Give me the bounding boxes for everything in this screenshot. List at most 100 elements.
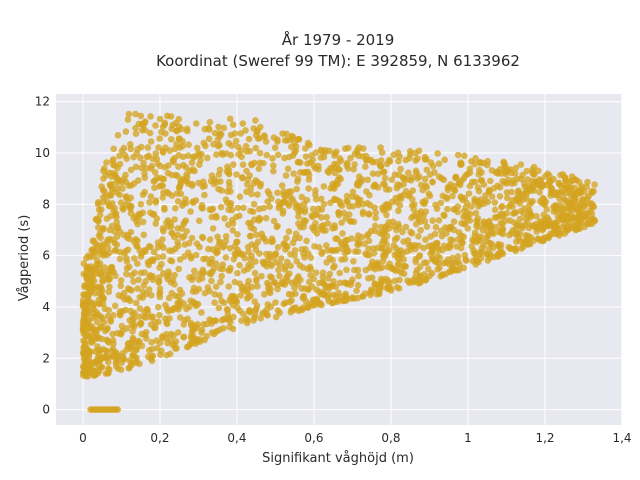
data-point <box>135 313 143 321</box>
data-point <box>304 265 312 273</box>
data-point-zero <box>114 406 121 413</box>
data-point <box>584 195 591 202</box>
data-point <box>542 173 549 180</box>
data-point <box>164 112 171 120</box>
data-point <box>205 245 212 253</box>
data-point <box>434 266 442 273</box>
data-point <box>151 324 158 332</box>
data-point <box>154 244 162 251</box>
data-point <box>415 233 422 240</box>
data-point <box>132 130 140 137</box>
data-point <box>89 237 97 245</box>
data-point <box>116 255 124 263</box>
data-point <box>449 254 456 262</box>
data-point <box>318 250 326 257</box>
y-axis-ticks: 0 2 4 6 8 10 12 <box>35 95 50 417</box>
data-point <box>586 216 593 223</box>
data-point <box>497 219 505 227</box>
data-point <box>421 153 429 161</box>
data-point <box>131 255 138 262</box>
data-point <box>224 306 231 314</box>
data-point <box>206 118 214 126</box>
data-point <box>574 220 582 228</box>
data-point <box>246 172 253 179</box>
x-tick-label: 1,2 <box>535 431 554 445</box>
data-point <box>382 275 390 283</box>
data-point <box>99 277 107 285</box>
data-point <box>184 249 192 256</box>
x-tick-label: 0,6 <box>304 431 323 445</box>
data-point <box>361 290 369 297</box>
data-point <box>370 183 377 190</box>
data-point <box>194 144 201 152</box>
x-tick-label: 0,2 <box>150 431 169 445</box>
data-point <box>500 159 508 167</box>
data-point <box>95 199 102 206</box>
data-point <box>385 202 393 209</box>
data-point <box>90 370 98 378</box>
data-point <box>487 177 494 185</box>
data-point <box>305 176 313 183</box>
data-point <box>110 268 117 276</box>
data-point <box>365 275 372 282</box>
data-point <box>187 254 195 262</box>
data-point <box>315 279 323 287</box>
data-point <box>513 225 520 233</box>
data-point <box>351 161 358 168</box>
data-point <box>242 142 250 150</box>
data-point <box>282 263 289 270</box>
data-point <box>92 329 99 337</box>
data-point <box>90 310 97 317</box>
data-point <box>248 160 255 168</box>
data-point <box>214 244 221 251</box>
data-point <box>225 283 232 290</box>
data-point <box>558 204 566 212</box>
data-point <box>359 145 367 152</box>
data-point <box>571 195 579 203</box>
data-point <box>270 167 277 175</box>
data-point <box>567 184 575 191</box>
data-point <box>434 150 442 157</box>
data-point <box>222 196 230 203</box>
data-point <box>269 238 277 245</box>
data-point <box>348 193 356 200</box>
data-point <box>308 283 316 290</box>
data-point <box>310 275 318 283</box>
data-point <box>204 284 212 291</box>
data-point <box>287 308 295 316</box>
data-point <box>131 269 138 277</box>
data-point <box>106 283 113 291</box>
data-point <box>192 300 199 308</box>
data-point <box>508 188 515 196</box>
data-point <box>255 214 263 222</box>
data-point <box>516 230 524 237</box>
data-point <box>330 264 337 271</box>
data-point <box>475 171 483 178</box>
data-point <box>143 153 151 161</box>
data-point <box>323 242 330 249</box>
data-point <box>168 136 175 143</box>
data-point <box>475 187 483 195</box>
data-point <box>385 219 393 226</box>
data-point <box>84 362 91 369</box>
data-point <box>208 255 216 263</box>
data-point <box>247 207 254 215</box>
data-point <box>177 177 184 185</box>
data-point <box>512 245 519 252</box>
data-point <box>153 337 160 344</box>
data-point <box>291 284 298 292</box>
data-point <box>305 185 312 192</box>
data-point <box>100 241 107 248</box>
data-point <box>102 370 110 377</box>
data-point <box>216 133 223 140</box>
data-point <box>331 152 338 159</box>
data-point <box>354 281 362 289</box>
data-point <box>129 328 136 335</box>
data-point <box>516 215 524 223</box>
data-point <box>349 294 357 301</box>
data-point <box>210 140 217 148</box>
data-point <box>165 190 172 197</box>
data-point <box>216 292 223 299</box>
data-point <box>192 337 200 344</box>
data-point <box>236 193 244 200</box>
